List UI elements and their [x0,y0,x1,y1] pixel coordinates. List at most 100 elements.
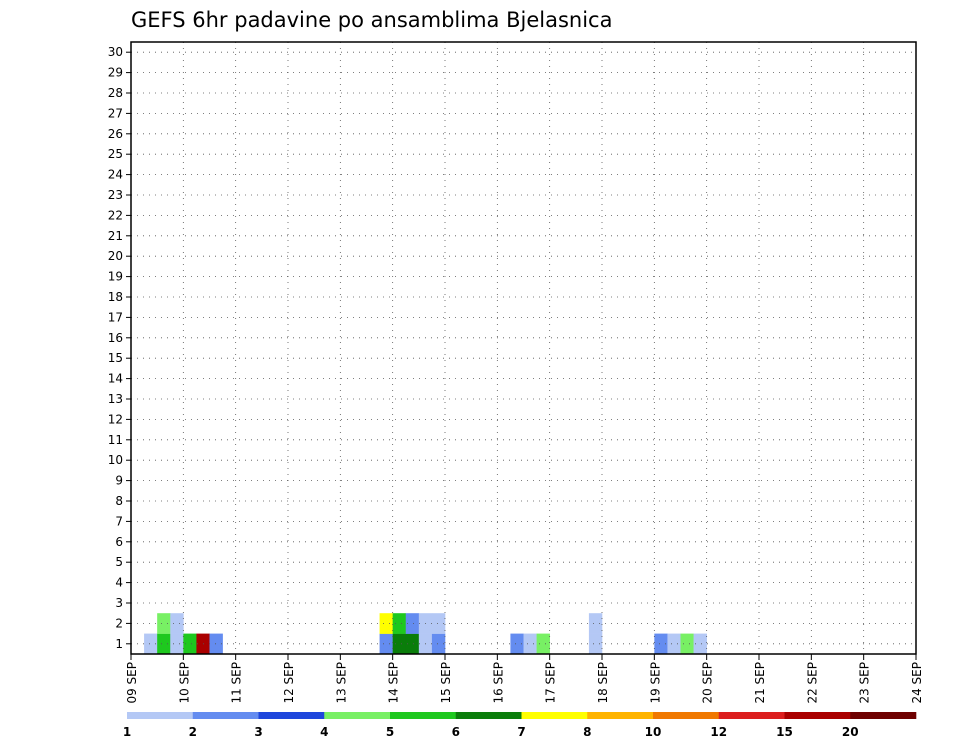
chart-title: GEFS 6hr padavine po ansamblima Bjelasni… [131,8,612,32]
colorbar-swatch [784,712,851,719]
y-tick-label: 10 [108,453,123,467]
y-tick-label: 5 [115,555,123,569]
colorbar-label: 8 [583,725,591,739]
x-tick-label: 15 SEP [439,662,453,704]
y-tick-label: 3 [115,596,123,610]
heatmap-cell [693,633,707,655]
x-tick-label: 14 SEP [387,662,401,704]
y-tick-label: 6 [115,535,123,549]
x-tick-label: 20 SEP [701,662,715,704]
colorbar-label: 4 [320,725,328,739]
y-tick-label: 20 [108,249,123,263]
colorbar-label: 7 [517,725,525,739]
y-tick-label: 4 [115,576,123,590]
x-tick-label: 17 SEP [544,662,558,704]
y-axis-ticks: 1234567891011121314151617181920212223242… [108,45,131,651]
x-axis-ticks: 09 SEP 10 SEP 11 SEP 12 SEP 13 SEP 14 SEP 15 S… [125,654,924,704]
colorbar-legend: 1 2 3 4 5 6 7 8 10 12 15 20 [123,712,917,739]
y-tick-label: 28 [108,86,123,100]
colorbar-swatch [390,712,457,719]
heatmap-cell [157,633,171,655]
heatmap-cell [379,613,393,634]
x-tick-label: 19 SEP [648,662,662,704]
x-tick-label: 13 SEP [334,662,348,704]
heatmap-cell [536,633,550,655]
y-tick-label: 30 [108,45,123,59]
x-tick-label: 10 SEP [177,662,191,704]
heatmap-cell [170,633,184,655]
x-tick-label: 11 SEP [230,662,244,704]
y-tick-label: 16 [108,331,123,345]
heatmap-cell [667,633,681,655]
y-tick-label: 25 [108,147,123,161]
x-tick-label: 22 SEP [805,662,819,704]
heatmap-cell [680,633,694,655]
heatmap-cell [157,613,171,634]
y-tick-label: 23 [108,188,123,202]
heatmap-cell [144,633,158,655]
x-tick-label: 21 SEP [753,662,767,704]
y-tick-label: 9 [115,474,123,488]
x-tick-label: 24 SEP [910,662,924,704]
heatmap-cell [588,633,603,655]
colorbar-swatch [192,712,259,719]
colorbar-label: 3 [254,725,262,739]
colorbar-label: 1 [123,725,131,739]
y-tick-label: 19 [108,270,123,284]
x-tick-label: 16 SEP [491,662,505,704]
y-tick-label: 1 [115,637,123,651]
x-tick-label: 18 SEP [596,662,610,704]
colorbar-swatch [455,712,522,719]
y-tick-label: 17 [108,310,123,324]
colorbar-swatch [850,712,917,719]
y-tick-label: 11 [108,433,123,447]
heatmap-cell [510,633,524,655]
y-tick-label: 14 [108,372,123,386]
y-tick-label: 2 [115,616,123,630]
heatmap-cell [405,613,420,634]
y-tick-label: 27 [108,106,123,120]
colorbar-label: 2 [189,725,197,739]
y-tick-label: 12 [108,412,123,426]
plot-frame [130,41,917,655]
heatmap-cell [183,633,197,655]
heatmap-cell [209,633,223,655]
grid-lines [131,42,916,654]
colorbar-label: 6 [452,725,460,739]
heatmap-cell [431,613,446,634]
colorbar-swatch [653,712,720,719]
y-tick-label: 7 [115,514,123,528]
heatmap-cell [654,633,668,655]
heatmap-cell [588,613,603,634]
y-tick-label: 18 [108,290,123,304]
heatmap-cell [405,633,420,655]
x-tick-label: 23 SEP [858,662,872,704]
heatmap-cell [379,633,393,655]
colorbar-label: 10 [645,725,662,739]
y-tick-label: 21 [108,229,123,243]
colorbar-swatch [127,712,194,719]
heatmap-cell [523,633,537,655]
colorbar-label: 5 [386,725,394,739]
y-tick-label: 8 [115,494,123,508]
heatmap-cell [431,633,446,655]
colorbar-swatch [258,712,325,719]
y-tick-label: 13 [108,392,123,406]
heatmap-cell [392,633,407,655]
heatmap-cells [144,613,707,655]
y-tick-label: 26 [108,127,123,141]
colorbar-label: 12 [710,725,727,739]
y-tick-label: 29 [108,66,123,80]
x-tick-label: 12 SEP [282,662,296,704]
colorbar-label: 15 [776,725,793,739]
colorbar-swatch [324,712,391,719]
heatmap-cell [170,613,184,634]
y-tick-label: 24 [108,168,123,182]
y-tick-label: 15 [108,351,123,365]
y-tick-label: 22 [108,208,123,222]
x-tick-label: 09 SEP [125,662,139,704]
colorbar-swatch [521,712,588,719]
colorbar-swatch [587,712,654,719]
heatmap-cell [392,613,407,634]
